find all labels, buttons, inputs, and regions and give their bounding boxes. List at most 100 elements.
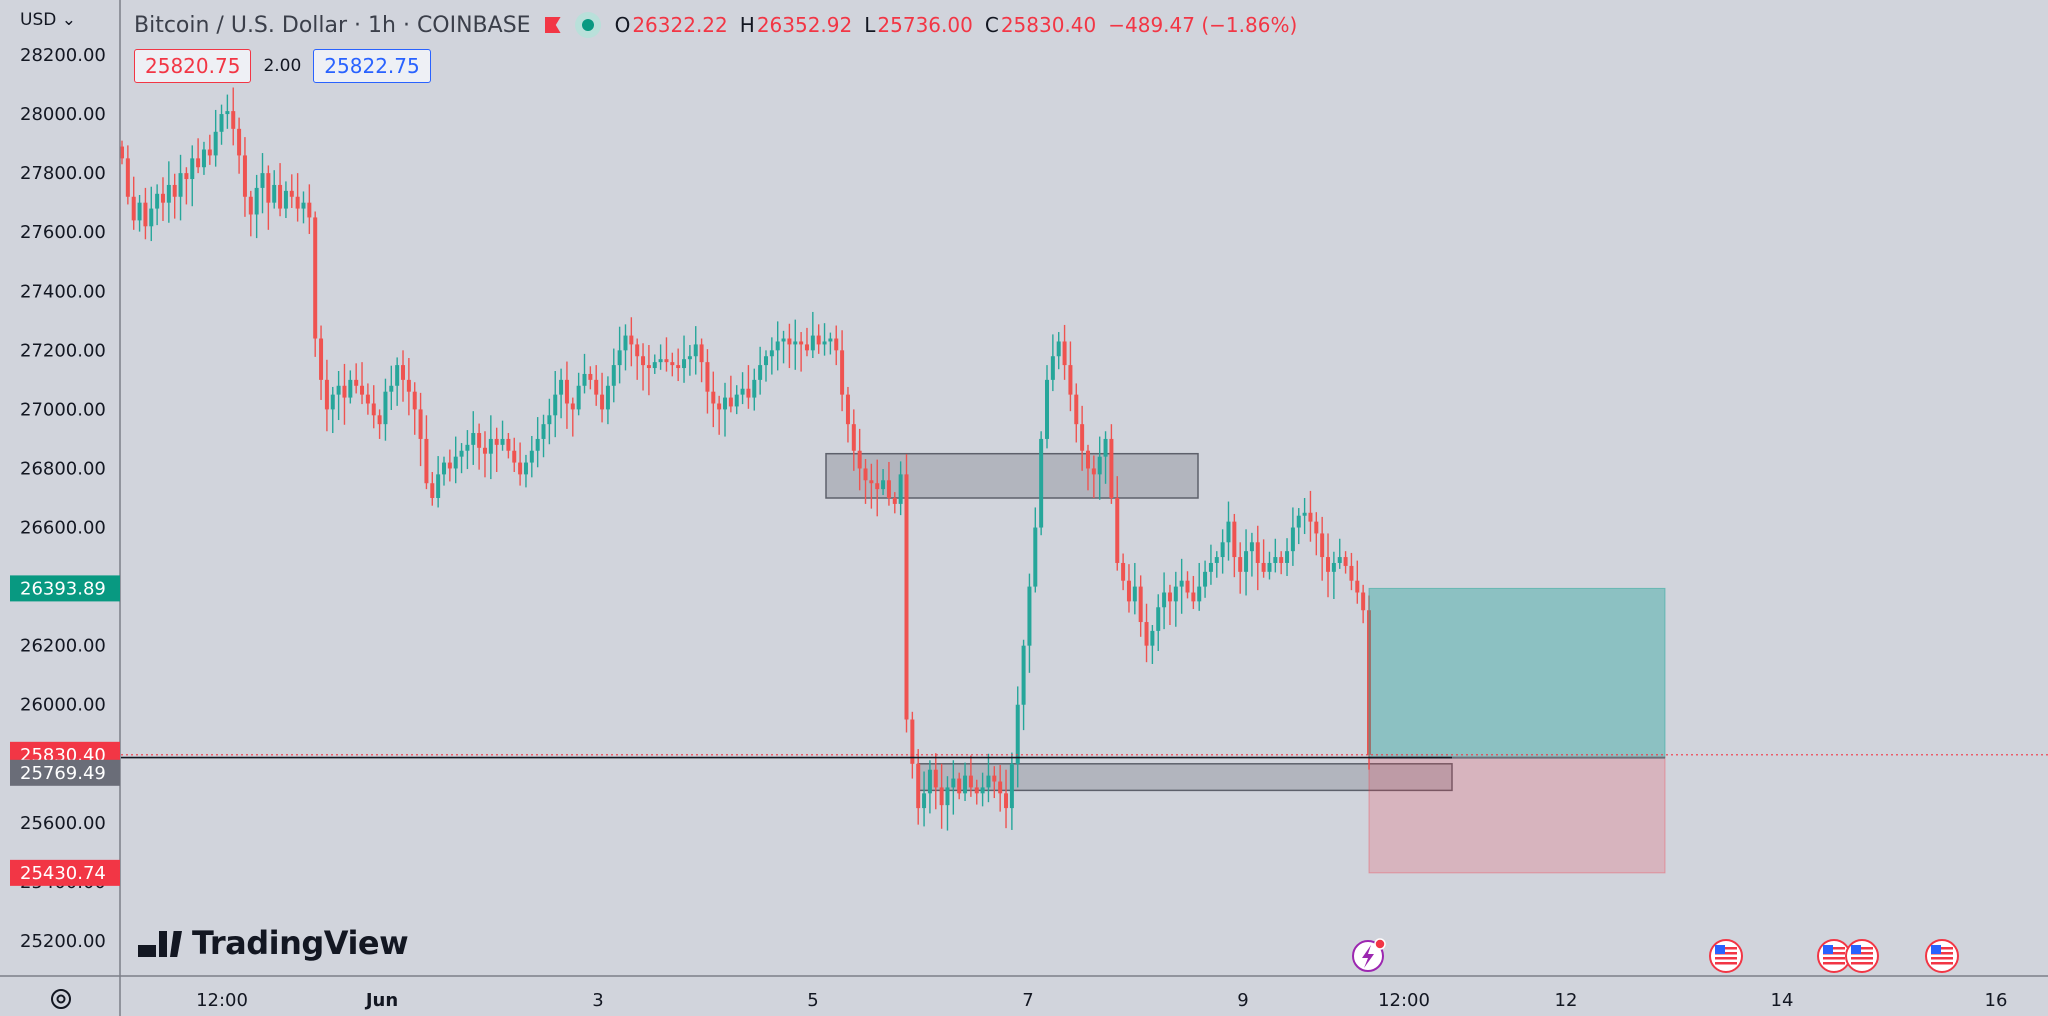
- currency-selector[interactable]: USD ⌄: [20, 10, 76, 30]
- price-tick-label: 26600.00: [20, 518, 106, 539]
- price-tick-label: 25600.00: [20, 813, 106, 834]
- candle-body: [1167, 592, 1172, 602]
- candle-body: [1214, 557, 1219, 563]
- candle-body: [377, 415, 382, 425]
- candle-body: [646, 365, 651, 369]
- ohlc-value: 26322.22: [632, 13, 728, 37]
- price-label-stop-loss: [10, 859, 120, 886]
- candle-body: [1255, 542, 1260, 563]
- candle-body: [734, 394, 739, 407]
- lightning-event-icon[interactable]: [1352, 938, 1386, 972]
- candle-body: [190, 158, 195, 180]
- candle-body: [1045, 379, 1050, 439]
- sell-button[interactable]: 25820.75: [134, 49, 252, 83]
- candle-body: [1355, 580, 1360, 593]
- candle-body: [699, 344, 704, 363]
- long-position-target-zone[interactable]: [1368, 587, 1666, 759]
- candle-body: [395, 365, 400, 386]
- candle-body: [781, 338, 786, 342]
- flag-icon[interactable]: [544, 17, 561, 33]
- market-status-icon[interactable]: [574, 12, 601, 38]
- candle-body: [822, 341, 827, 345]
- candle-body: [863, 468, 868, 481]
- candle-body: [529, 450, 534, 463]
- candle-body: [927, 769, 932, 794]
- price-axis[interactable]: 28200.00 28000.00 27800.00 27600.00 27400.00…: [20, 45, 106, 952]
- candle-body: [242, 155, 247, 197]
- candle-body: [617, 350, 622, 366]
- candle-body: [769, 350, 774, 357]
- time-tick-label: Jun: [364, 990, 398, 1011]
- buy-button[interactable]: 25822.75: [313, 49, 431, 83]
- candle-body: [1203, 571, 1208, 587]
- candle-body: [1279, 557, 1284, 563]
- time-tick-label: 3: [592, 990, 603, 1011]
- candle-body: [945, 787, 950, 806]
- price-tick-label: 28200.00: [20, 45, 106, 66]
- candle-body: [799, 341, 804, 345]
- candle-body: [137, 202, 142, 221]
- us-flag-icon[interactable]: [1709, 939, 1743, 973]
- price-tick-label: 27400.00: [20, 281, 106, 302]
- tradingview-logo[interactable]: TradingView: [138, 924, 409, 962]
- candle-body: [424, 438, 429, 484]
- candle-body: [418, 409, 423, 439]
- candle-body: [172, 184, 177, 197]
- price-tick-label: 27000.00: [20, 399, 106, 420]
- candle-body: [231, 111, 236, 129]
- candle-body: [482, 447, 487, 454]
- supply-zone[interactable]: [825, 452, 1199, 499]
- long-position-stop-zone[interactable]: [1368, 757, 1666, 874]
- ohlc-key: H: [739, 13, 755, 37]
- demand-zone[interactable]: [917, 763, 1453, 792]
- candle-body: [301, 202, 306, 209]
- symbol-title[interactable]: Bitcoin / U.S. Dollar · 1h · COINBASE: [134, 12, 531, 38]
- ohlc-value: 26352.92: [756, 13, 853, 37]
- candle-body: [588, 373, 593, 380]
- ohlc-key: L: [864, 13, 876, 37]
- candle-body: [1331, 562, 1336, 572]
- time-tick-label: 12:00: [196, 990, 248, 1011]
- candle-body: [763, 356, 768, 366]
- candle-body: [1085, 450, 1090, 469]
- ohlc-key: C: [984, 13, 999, 37]
- time-tick-label: 9: [1237, 990, 1248, 1011]
- us-flag-icon[interactable]: [1845, 939, 1879, 973]
- candle-body: [160, 193, 165, 203]
- price-tick-label: 26800.00: [20, 458, 106, 479]
- time-axis[interactable]: 12:00 Jun 3 5 7 9 12:00 12 14 16: [196, 990, 2007, 1011]
- candle-body: [441, 462, 446, 475]
- candle-body: [225, 111, 230, 115]
- time-tick-label: 12:00: [1378, 990, 1430, 1011]
- candle-body: [816, 335, 821, 345]
- candle-body: [851, 424, 856, 451]
- ohlc-value: 25736.00: [877, 13, 973, 37]
- time-tick-label: 16: [1985, 990, 2008, 1011]
- price-label-take-profit: [10, 575, 120, 602]
- candle-body: [1349, 565, 1354, 581]
- tradingview-logo-icon: [138, 929, 182, 957]
- candle-body: [600, 394, 605, 410]
- us-flag-icon[interactable]: [1925, 939, 1959, 973]
- candle-body: [523, 462, 528, 475]
- candle-body: [1343, 557, 1348, 566]
- candle-body: [1249, 542, 1254, 552]
- candle-body: [248, 196, 253, 215]
- candle-body: [834, 338, 839, 351]
- candle-body: [1285, 551, 1290, 563]
- gear-icon[interactable]: [48, 986, 74, 1012]
- us-flag-icon[interactable]: [1817, 939, 1851, 973]
- candle-body: [1004, 793, 1009, 809]
- candle-body: [687, 356, 692, 360]
- price-label-text: 25430.74: [20, 863, 106, 884]
- candle-body: [968, 775, 973, 788]
- candle-body: [1302, 512, 1307, 516]
- time-tick-label: 7: [1022, 990, 1033, 1011]
- candle-body: [237, 128, 242, 156]
- candles-layer: [120, 87, 1371, 831]
- candle-body: [319, 338, 324, 380]
- candle-body: [553, 394, 558, 416]
